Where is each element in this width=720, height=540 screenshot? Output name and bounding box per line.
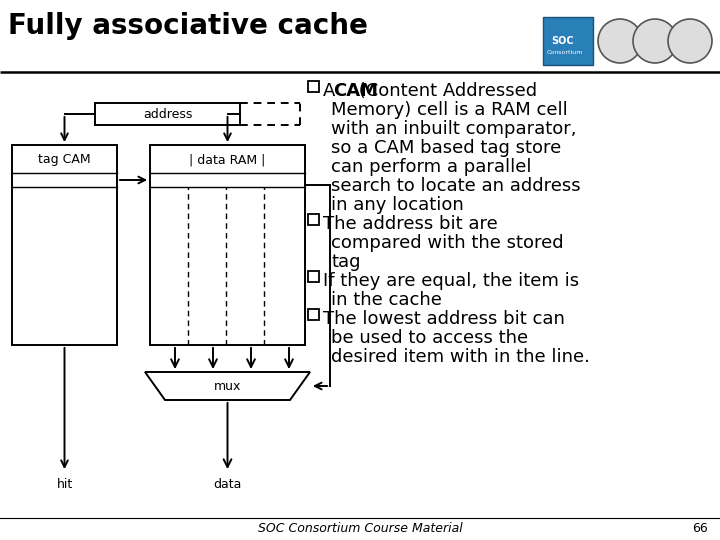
Text: 66: 66 (692, 523, 708, 536)
Circle shape (633, 19, 677, 63)
Text: CAM: CAM (333, 82, 378, 100)
Text: The address bit are: The address bit are (323, 215, 498, 233)
Text: SOC: SOC (551, 36, 574, 46)
Text: SOC Consortium Course Material: SOC Consortium Course Material (258, 523, 462, 536)
Bar (308, 81, 319, 92)
Circle shape (598, 19, 642, 63)
Text: hit: hit (56, 478, 73, 491)
Text: with an inbuilt comparator,: with an inbuilt comparator, (331, 120, 577, 138)
Bar (308, 309, 319, 320)
Text: Fully associative cache: Fully associative cache (8, 12, 368, 40)
Text: in the cache: in the cache (331, 291, 442, 309)
Text: A: A (323, 82, 341, 100)
Text: desired item with in the line.: desired item with in the line. (331, 348, 590, 366)
Text: search to locate an address: search to locate an address (331, 177, 580, 195)
Text: compared with the stored: compared with the stored (331, 234, 564, 252)
Bar (308, 271, 319, 282)
Text: The lowest address bit can: The lowest address bit can (323, 310, 565, 328)
Circle shape (668, 19, 712, 63)
Text: so a CAM based tag store: so a CAM based tag store (331, 139, 562, 157)
Text: Memory) cell is a RAM cell: Memory) cell is a RAM cell (331, 101, 568, 119)
Text: can perform a parallel: can perform a parallel (331, 158, 531, 176)
Text: data: data (213, 478, 242, 491)
Bar (12, 145, 117, 345)
Bar (150, 145, 305, 345)
Text: be used to access the: be used to access the (331, 329, 528, 347)
Text: tag CAM: tag CAM (38, 153, 91, 166)
Text: address: address (143, 107, 192, 120)
Bar (95, 103, 240, 125)
Polygon shape (145, 372, 310, 400)
Text: mux: mux (214, 380, 241, 393)
Text: Consortium: Consortium (547, 50, 583, 55)
Text: If they are equal, the item is: If they are equal, the item is (323, 272, 579, 290)
Bar (543, 17, 593, 65)
Bar (308, 214, 319, 225)
Text: in any location: in any location (331, 196, 464, 214)
Text: | data RAM |: | data RAM | (189, 153, 266, 166)
Text: tag: tag (331, 253, 361, 271)
Text: (Content Addressed: (Content Addressed (353, 82, 537, 100)
